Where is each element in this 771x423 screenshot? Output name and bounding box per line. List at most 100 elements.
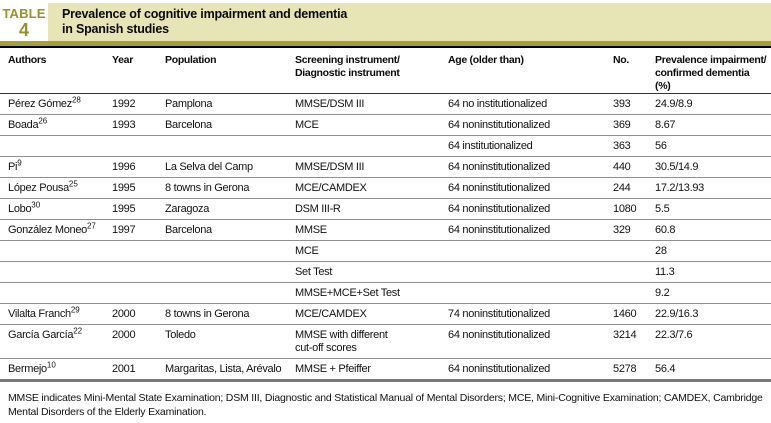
author-reference-number: 27 (86, 221, 96, 231)
cell-prevalence: 5.5 (655, 203, 670, 215)
author-name: López Pousa (8, 182, 69, 194)
cell-n: 329 (613, 224, 631, 236)
cell-year: 2000 (112, 308, 136, 320)
title-band: Prevalence of cognitive impairment and d… (48, 3, 771, 41)
author-name: Boada (8, 119, 39, 131)
table-badge: TABLE 4 (0, 3, 48, 41)
cell-n: 369 (613, 119, 631, 131)
cell-n: 393 (613, 98, 631, 110)
cell-population: Zaragoza (165, 203, 210, 215)
author-name: Lobo (8, 203, 32, 215)
cell-year: 1995 (112, 182, 136, 194)
figure-header: TABLE 4 Prevalence of cognitive impairme… (0, 0, 771, 46)
author-reference-number: 9 (17, 158, 22, 168)
table-row: Pi9 1996 La Selva del Camp MMSE/DSM III 64 n… (0, 157, 771, 178)
cell-population (165, 287, 295, 300)
cell-author: Pérez Gómez28 (8, 95, 112, 111)
cell-year (112, 266, 165, 279)
cell-age: 64 noninstitutionalized (448, 182, 550, 194)
cell-population (165, 245, 295, 258)
cell-instrument: MCE/CAMDEX (295, 308, 367, 320)
author-reference-number: 25 (68, 179, 78, 189)
cell-author (8, 140, 112, 153)
cell-instrument: MMSE with different cut-off scores (295, 329, 388, 354)
cell-n: 1080 (613, 203, 637, 215)
column-header-1: Year (112, 54, 133, 66)
cell-age: 64 noninstitutionalized (448, 329, 550, 341)
cell-author: Vilalta Franch29 (8, 305, 112, 321)
cell-age (448, 245, 613, 258)
cell-author: García García22 (8, 326, 112, 355)
cell-n: 244 (613, 182, 631, 194)
table-row: Set Test 11.3 (0, 262, 771, 283)
table-row: López Pousa25 1995 8 towns in Gerona MCE/CA… (0, 178, 771, 199)
cell-age: 64 noninstitutionalized (448, 203, 550, 215)
cell-year: 2001 (112, 363, 136, 375)
table-row: Boada26 1993 Barcelona MCE 64 noninstitution… (0, 115, 771, 136)
cell-instrument (295, 140, 448, 153)
table-row: MMSE+MCE+Set Test 9.2 (0, 283, 771, 304)
author-reference-number: 29 (70, 305, 80, 315)
cell-author (8, 245, 112, 258)
author-reference-number: 28 (71, 95, 81, 105)
cell-instrument: MMSE+MCE+Set Test (295, 287, 400, 299)
table-row: Bermejo10 2001 Margaritas, Lista, Arévalo M… (0, 359, 771, 382)
cell-n: 3214 (613, 329, 637, 341)
author-reference-number: 26 (38, 116, 48, 126)
cell-population (165, 140, 295, 153)
cell-author (8, 266, 112, 279)
cell-prevalence: 28 (655, 245, 667, 257)
cell-year: 2000 (112, 329, 136, 341)
cell-age (448, 266, 613, 279)
cell-n: 363 (613, 140, 631, 152)
cell-prevalence: 22.3/7.6 (655, 329, 693, 341)
table-footnote: MMSE indicates Mini-Mental State Examina… (8, 392, 763, 418)
cell-author: López Pousa25 (8, 179, 112, 195)
table-row: Lobo30 1995 Zaragoza DSM III-R 64 noninstitu… (0, 199, 771, 220)
column-header-2: Population (165, 54, 217, 66)
cell-prevalence: 56.4 (655, 363, 676, 375)
author-reference-number: 22 (73, 326, 83, 336)
cell-instrument: MMSE (295, 224, 327, 236)
cell-age: 64 noninstitutionalized (448, 161, 550, 173)
cell-age: 64 no institutionalized (448, 98, 547, 110)
table-row: González Moneo27 1997 Barcelona MMSE 64 noni… (0, 220, 771, 241)
cell-age (448, 287, 613, 300)
column-header-0: Authors (8, 54, 47, 66)
table-row: MCE 28 (0, 241, 771, 262)
cell-instrument: MMSE + Pfeiffer (295, 363, 371, 375)
author-reference-number: 10 (46, 360, 56, 370)
cell-prevalence: 9.2 (655, 287, 670, 299)
cell-prevalence: 11.3 (655, 266, 675, 278)
cell-n: 440 (613, 161, 631, 173)
cell-prevalence: 30.5/14.9 (655, 161, 699, 173)
cell-author: Bermejo10 (8, 360, 112, 376)
cell-author (8, 287, 112, 300)
author-name: García García (8, 329, 74, 341)
cell-population: 8 towns in Gerona (165, 308, 250, 320)
cell-prevalence: 24.9/8.9 (655, 98, 693, 110)
column-header-4: Age (older than) (448, 54, 524, 66)
cell-instrument: MMSE/DSM III (295, 98, 365, 110)
cell-population: 8 towns in Gerona (165, 182, 250, 194)
cell-n: 5278 (613, 363, 637, 375)
author-name: Pi (8, 161, 18, 173)
cell-prevalence: 17.2/13.93 (655, 182, 704, 194)
cell-population: La Selva del Camp (165, 161, 253, 173)
cell-age: 64 noninstitutionalized (448, 119, 550, 131)
cell-year: 1992 (112, 98, 136, 110)
author-name: Bermejo (8, 363, 47, 375)
cell-instrument: DSM III-R (295, 203, 341, 215)
cell-year: 1995 (112, 203, 136, 215)
column-header-6: Prevalence impairment/ confirmed dementi… (655, 54, 767, 92)
author-name: Vilalta Franch (8, 308, 71, 320)
table-header-row: Authors Year Population Screening instrumen… (0, 48, 771, 94)
column-header-5: No. (613, 54, 630, 66)
cell-author: Pi9 (8, 158, 112, 174)
cell-population: Barcelona (165, 224, 212, 236)
cell-year (112, 140, 165, 153)
table-row: Vilalta Franch29 2000 8 towns in Gerona MCE… (0, 304, 771, 325)
table-row: García García22 2000 Toledo MMSE with diffe… (0, 325, 771, 359)
cell-n (613, 245, 655, 258)
